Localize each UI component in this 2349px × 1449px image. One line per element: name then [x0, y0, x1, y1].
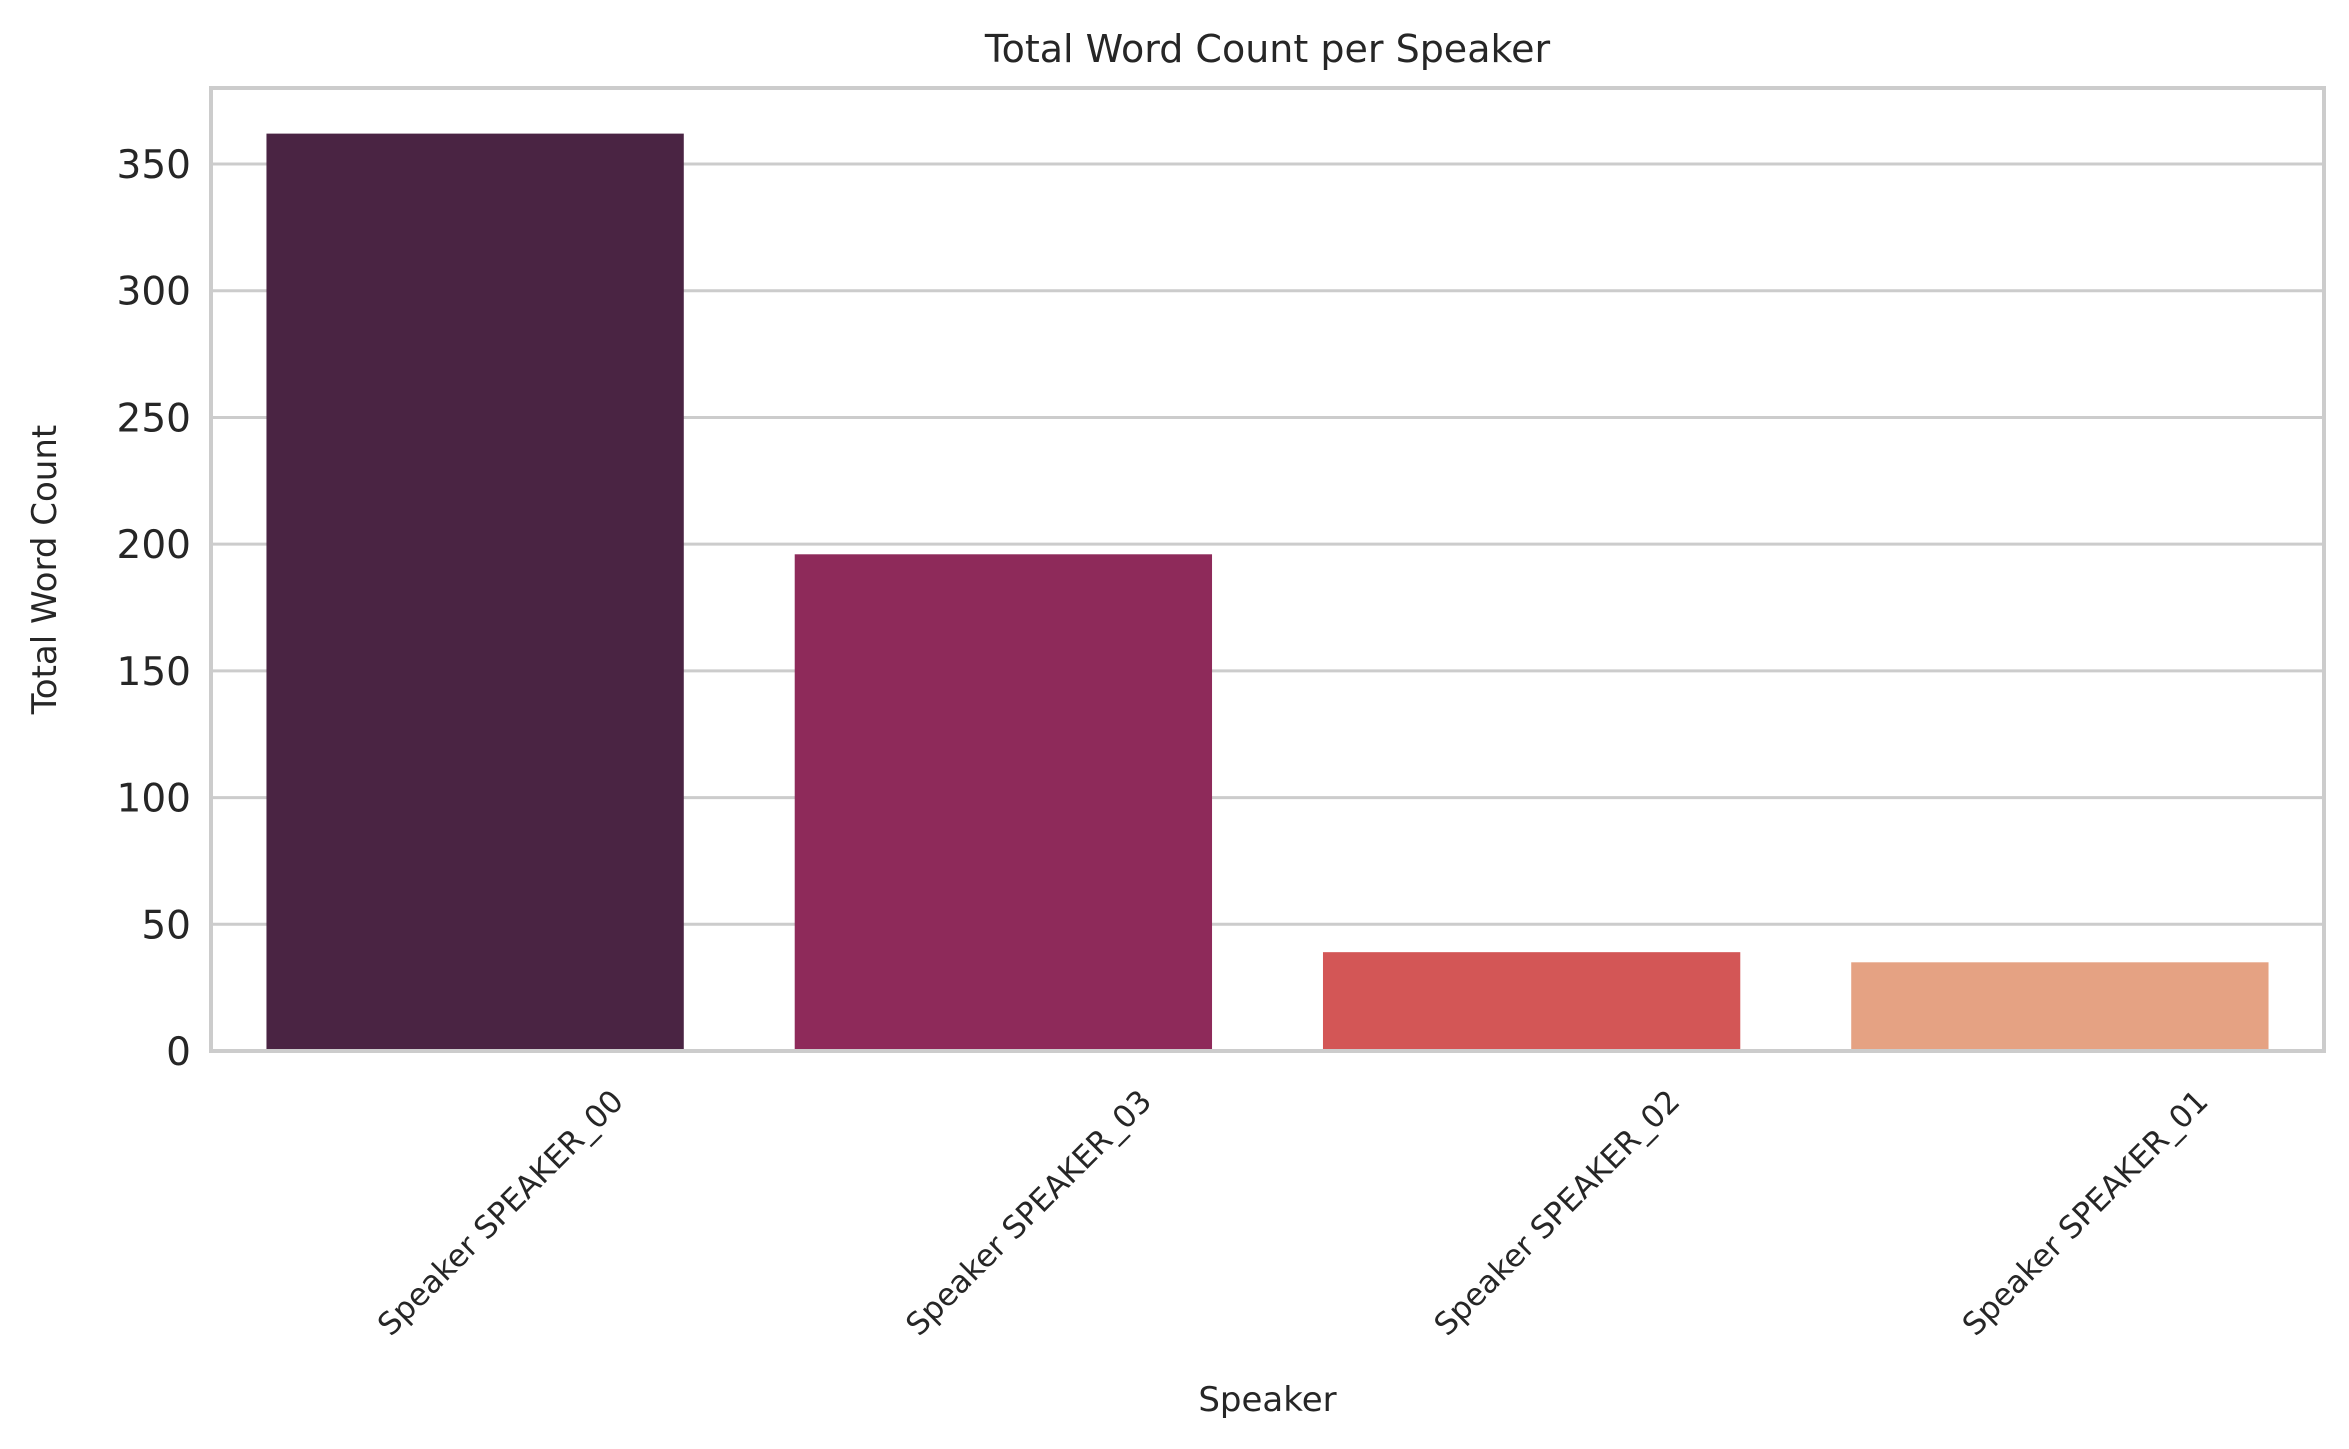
plot-frame: [209, 86, 2326, 1053]
bar: [1851, 962, 2269, 1051]
y-tick-label: 350: [117, 143, 191, 188]
bars: [266, 133, 2269, 1051]
y-tick-label: 50: [141, 903, 191, 948]
y-tick-label: 150: [117, 650, 191, 695]
bar: [794, 554, 1213, 1051]
y-axis-tick-labels: 0 50 100 150 200 250 300 350: [117, 143, 191, 1075]
y-axis-title: Total Word Count: [25, 425, 65, 715]
y-tick-label: 100: [117, 777, 191, 822]
y-tick-label: 0: [166, 1030, 191, 1075]
y-tick-label: 300: [117, 270, 191, 315]
x-axis-title: Speaker: [1198, 1380, 1336, 1420]
chart-title: Total Word Count per Speaker: [984, 27, 1551, 71]
bar: [1322, 952, 1741, 1051]
bar: [266, 133, 684, 1051]
y-tick-label: 250: [117, 396, 191, 441]
y-tick-label: 200: [117, 523, 191, 568]
